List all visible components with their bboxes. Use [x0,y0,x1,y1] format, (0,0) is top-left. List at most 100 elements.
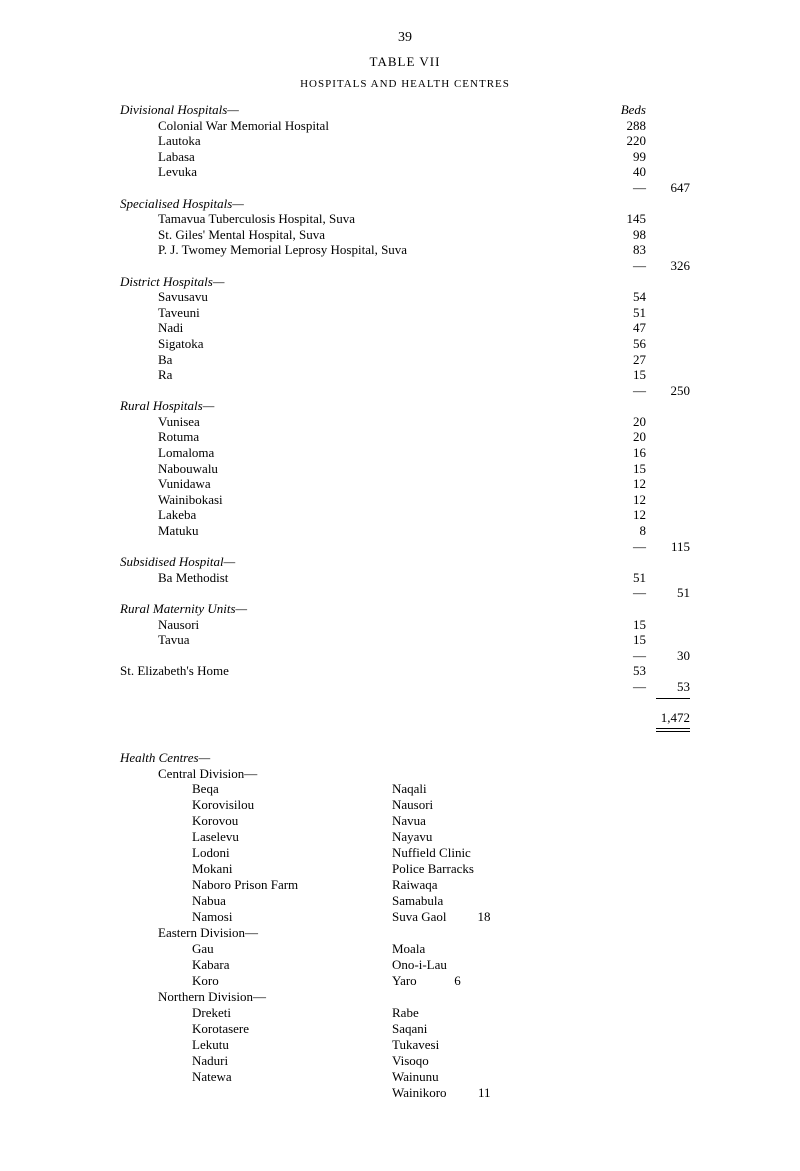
hospital-row-label: St. Giles' Mental Hospital, Suva [120,227,325,243]
hospital-row-label: Ba Methodist [120,570,228,586]
hospital-row-beds: 56 [608,336,646,352]
hospital-row-label: Tavua [120,632,190,648]
centre-name: Beqa [192,781,392,797]
group-title: Divisional Hospitals— [120,102,239,118]
centre-name: Naduri [192,1053,392,1069]
grand-total: 1,472 [646,710,690,726]
centre-name: Yaro [392,973,417,989]
group-total: 30 [646,648,690,664]
hospital-row-beds: 27 [608,352,646,368]
hospital-row-label: Taveuni [120,305,200,321]
centre-name: Natewa [192,1069,392,1085]
centre-name: Moala [392,941,425,956]
hospital-row-label: Labasa [120,149,195,165]
hospital-row-beds: 12 [608,507,646,523]
centre-name: Nayavu [392,829,432,844]
division-title: Eastern Division— [120,925,258,941]
hospital-row-label: Wainibokasi [120,492,223,508]
centre-name: Visoqo [392,1053,429,1068]
hospital-row-beds: 8 [608,523,646,539]
hospital-row-label: Lomaloma [120,445,214,461]
centre-name: Raiwaqa [392,877,437,892]
centre-name: Korotasere [192,1021,392,1037]
group-title: Specialised Hospitals— [120,196,244,212]
centre-name: Gau [192,941,392,957]
group-title: Rural Maternity Units— [120,601,247,617]
centre-name: Ono-i-Lau [392,957,447,972]
hospital-row-beds: 145 [608,211,646,227]
division-total: 18 [447,909,491,925]
division-title: Central Division— [120,766,257,782]
centre-name: Namosi [192,909,392,925]
group-total: 326 [646,258,690,274]
hospital-row-label: Ra [120,367,172,383]
hospital-row-label: Vunidawa [120,476,211,492]
hospital-row-label: Matuku [120,523,198,539]
centre-name: Police Barracks [392,861,474,876]
st-elizabeth-beds: 53 [608,663,646,679]
health-centres-title: Health Centres— [120,750,210,766]
hospital-row-beds: 20 [608,414,646,430]
hospital-row-label: Ba [120,352,172,368]
group-total: 115 [646,539,690,555]
hospital-row-label: P. J. Twomey Memorial Leprosy Hospital, … [120,242,407,258]
centre-name: Kabara [192,957,392,973]
group-title: Rural Hospitals— [120,398,214,414]
dash: — [608,648,646,664]
centre-name: Korovou [192,813,392,829]
division-title: Northern Division— [120,989,266,1005]
hospital-row-beds: 288 [608,118,646,134]
hospital-row-label: Lautoka [120,133,201,149]
centre-name: Saqani [392,1021,427,1036]
hospital-row-beds: 54 [608,289,646,305]
hospital-row-beds: 15 [608,461,646,477]
st-elizabeth-total: 53 [646,679,690,695]
hospital-row-label: Nabouwalu [120,461,218,477]
centre-name: Koro [192,973,392,989]
hospital-row-label: Vunisea [120,414,200,430]
dash: — [608,383,646,399]
hospital-row-beds: 12 [608,492,646,508]
hospital-row-label: Sigatoka [120,336,204,352]
hospital-row-label: Savusavu [120,289,208,305]
hospital-row-label: Tamavua Tuberculosis Hospital, Suva [120,211,355,227]
group-total: 250 [646,383,690,399]
division-total: 6 [417,973,461,989]
centre-name: Suva Gaol [392,909,447,925]
centre-name: Naboro Prison Farm [192,877,392,893]
hospital-row-label: Colonial War Memorial Hospital [120,118,329,134]
page-number: 39 [120,30,690,46]
hospital-row-beds: 15 [608,367,646,383]
centre-name: Wainikoro [392,1085,447,1101]
hospital-row-beds: 12 [608,476,646,492]
group-total: 51 [646,585,690,601]
centre-name: Dreketi [192,1005,392,1021]
centre-name: Naqali [392,781,427,796]
hospital-row-beds: 15 [608,632,646,648]
hospital-row-beds: 16 [608,445,646,461]
centre-name: Mokani [192,861,392,877]
st-elizabeth-label: St. Elizabeth's Home [120,663,229,679]
dash: — [608,679,646,695]
dash: — [608,585,646,601]
hospital-row-label: Nausori [120,617,199,633]
hospital-row-beds: 51 [608,305,646,321]
centre-name: Rabe [392,1005,419,1020]
group-title: District Hospitals— [120,274,224,290]
dash: — [608,539,646,555]
hospital-row-label: Rotuma [120,429,199,445]
hospital-row-beds: 98 [608,227,646,243]
hospital-row-beds: 20 [608,429,646,445]
group-title: Subsidised Hospital— [120,554,235,570]
centre-name: Nabua [192,893,392,909]
hospital-row-label: Nadi [120,320,183,336]
subtitle: HOSPITALS AND HEALTH CENTRES [120,78,690,90]
hospital-row-beds: 47 [608,320,646,336]
centre-name [192,1085,392,1101]
centre-name: Tukavesi [392,1037,439,1052]
centre-name: Nuffield Clinic [392,845,471,860]
centre-name: Wainunu [392,1069,439,1084]
dash: — [608,180,646,196]
hospital-row-beds: 51 [608,570,646,586]
hospital-row-beds: 99 [608,149,646,165]
